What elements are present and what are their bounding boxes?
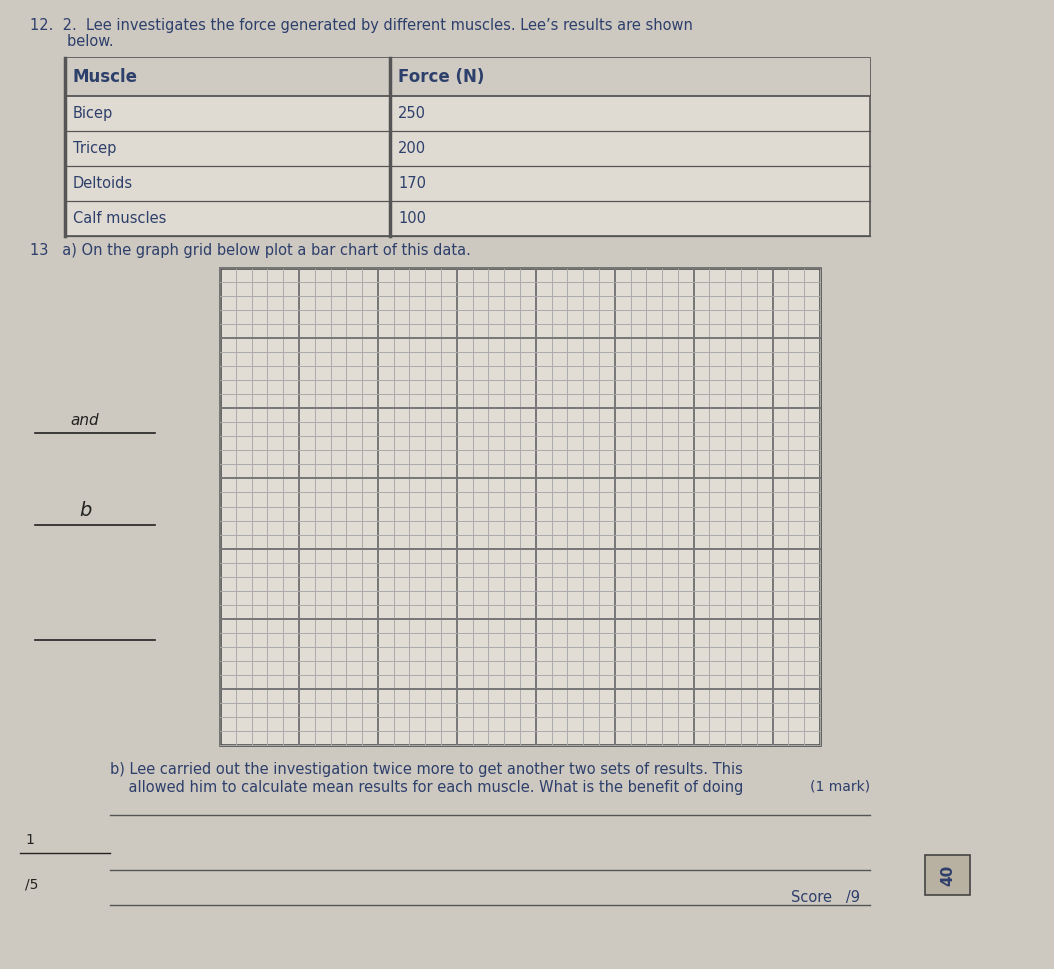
Bar (925, 855, 970, 895)
Text: 40: 40 (940, 864, 955, 886)
Text: Force (N): Force (N) (398, 68, 485, 86)
Text: Calf muscles: Calf muscles (73, 211, 167, 226)
Text: 1: 1 (25, 833, 34, 847)
Text: b: b (79, 501, 92, 519)
Text: below.: below. (30, 34, 114, 49)
Text: 12.  2.  Lee investigates the force generated by different muscles. Lee’s result: 12. 2. Lee investigates the force genera… (30, 18, 692, 33)
Bar (220, 268, 820, 745)
Text: Tricep: Tricep (73, 141, 116, 156)
Text: and: and (71, 413, 99, 427)
Text: 170: 170 (398, 176, 426, 191)
Text: allowed him to calculate mean results for each muscle. What is the benefit of do: allowed him to calculate mean results fo… (110, 780, 743, 795)
Text: 100: 100 (398, 211, 426, 226)
Text: b) Lee carried out the investigation twice more to get another two sets of resul: b) Lee carried out the investigation twi… (110, 762, 743, 777)
Text: 250: 250 (398, 106, 426, 121)
Bar (65, 58, 870, 96)
Text: /5: /5 (25, 878, 38, 892)
Text: 13   a) On the graph grid below plot a bar chart of this data.: 13 a) On the graph grid below plot a bar… (30, 243, 471, 258)
Text: 200: 200 (398, 141, 426, 156)
Bar (65, 58, 870, 236)
Text: (1 mark): (1 mark) (809, 780, 870, 794)
Text: Muscle: Muscle (73, 68, 138, 86)
Text: Deltoids: Deltoids (73, 176, 133, 191)
Text: Score   /9: Score /9 (790, 890, 860, 905)
Text: Bicep: Bicep (73, 106, 113, 121)
